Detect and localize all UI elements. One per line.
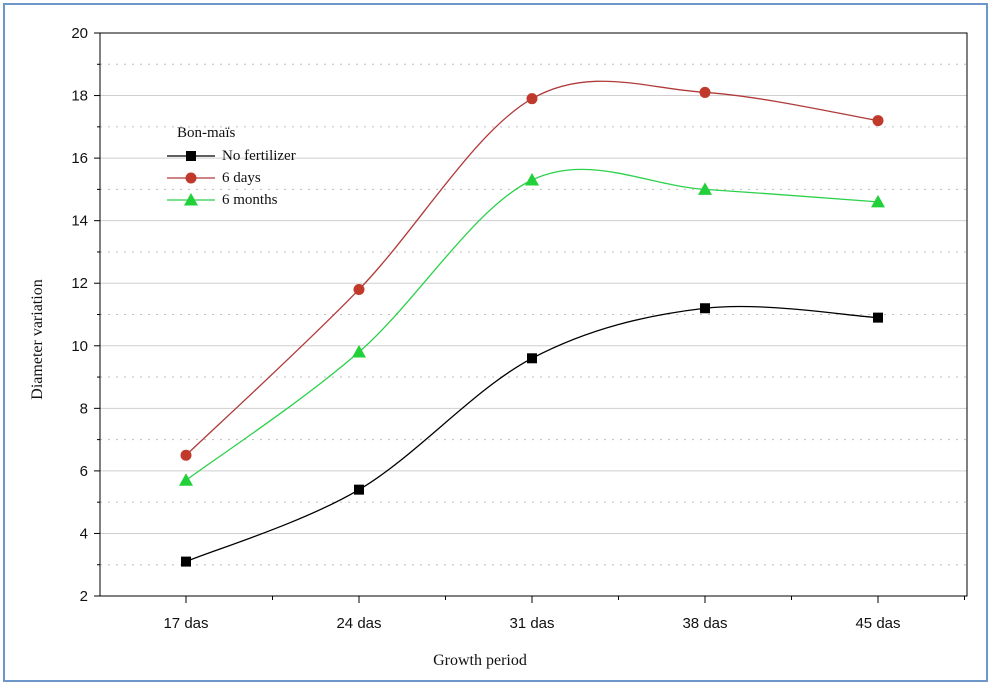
- x-tick-label: 45 das: [855, 615, 900, 632]
- data-point: [527, 353, 537, 364]
- y-tick-label: 10: [71, 338, 88, 355]
- data-point: [181, 556, 191, 567]
- series-layer: [179, 80, 885, 567]
- y-axis-title: Diameter variation: [29, 279, 46, 399]
- x-tick-label: 24 das: [336, 615, 381, 632]
- y-tick-label: 18: [71, 88, 88, 105]
- legend-title: Bon-maïs: [177, 125, 235, 141]
- data-point: [698, 182, 712, 195]
- chart-svg: 2 4 6 8 10 12 14 16 18 20 17 das 24 das 31 das 38 das…: [29, 25, 968, 669]
- legend-entry: 6 days: [222, 170, 261, 186]
- y-tick-label: 14: [71, 213, 88, 230]
- series-line: [185, 168, 879, 481]
- data-point: [354, 484, 364, 495]
- y-tick-label: 16: [71, 150, 88, 167]
- legend-entry: No fertilizer: [222, 148, 296, 164]
- y-tick-label: 12: [71, 275, 88, 292]
- series-line: [185, 80, 879, 456]
- data-point: [353, 283, 365, 295]
- x-tick-label: 17 das: [163, 615, 208, 632]
- series-1: [181, 303, 883, 567]
- y-tick-label: 2: [80, 588, 88, 605]
- legend-marker: [185, 172, 197, 184]
- x-tick-label: 38 das: [682, 615, 727, 632]
- legend-marker: [184, 193, 198, 206]
- x-axis-title: Growth period: [433, 652, 527, 669]
- y-tick-label: 8: [80, 400, 88, 417]
- series-3: [179, 168, 885, 486]
- y-tick-label: 4: [80, 525, 88, 542]
- data-point: [525, 173, 539, 186]
- data-point: [526, 93, 538, 105]
- series-2: [180, 80, 884, 461]
- data-point: [700, 303, 710, 314]
- legend: Bon-maïs No fertilizer 6 days 6 months: [167, 125, 296, 208]
- data-point: [871, 194, 885, 208]
- axis-layer: 2 4 6 8 10 12 14 16 18 20 17 das 24 das 31 das 38 das…: [71, 25, 965, 632]
- data-point: [352, 345, 366, 358]
- data-point: [180, 449, 192, 461]
- y-tick-label: 20: [71, 25, 88, 42]
- legend-entry: 6 months: [222, 192, 278, 208]
- data-point: [179, 473, 193, 486]
- legend-marker: [186, 151, 196, 161]
- data-point: [873, 312, 883, 323]
- x-tick-label: 31 das: [509, 615, 554, 632]
- series-line: [185, 305, 879, 563]
- y-tick-label: 6: [80, 463, 88, 480]
- data-point: [872, 115, 884, 127]
- chart-frame: 2 4 6 8 10 12 14 16 18 20 17 das 24 das 31 das 38 das…: [3, 3, 988, 682]
- data-point: [699, 86, 711, 98]
